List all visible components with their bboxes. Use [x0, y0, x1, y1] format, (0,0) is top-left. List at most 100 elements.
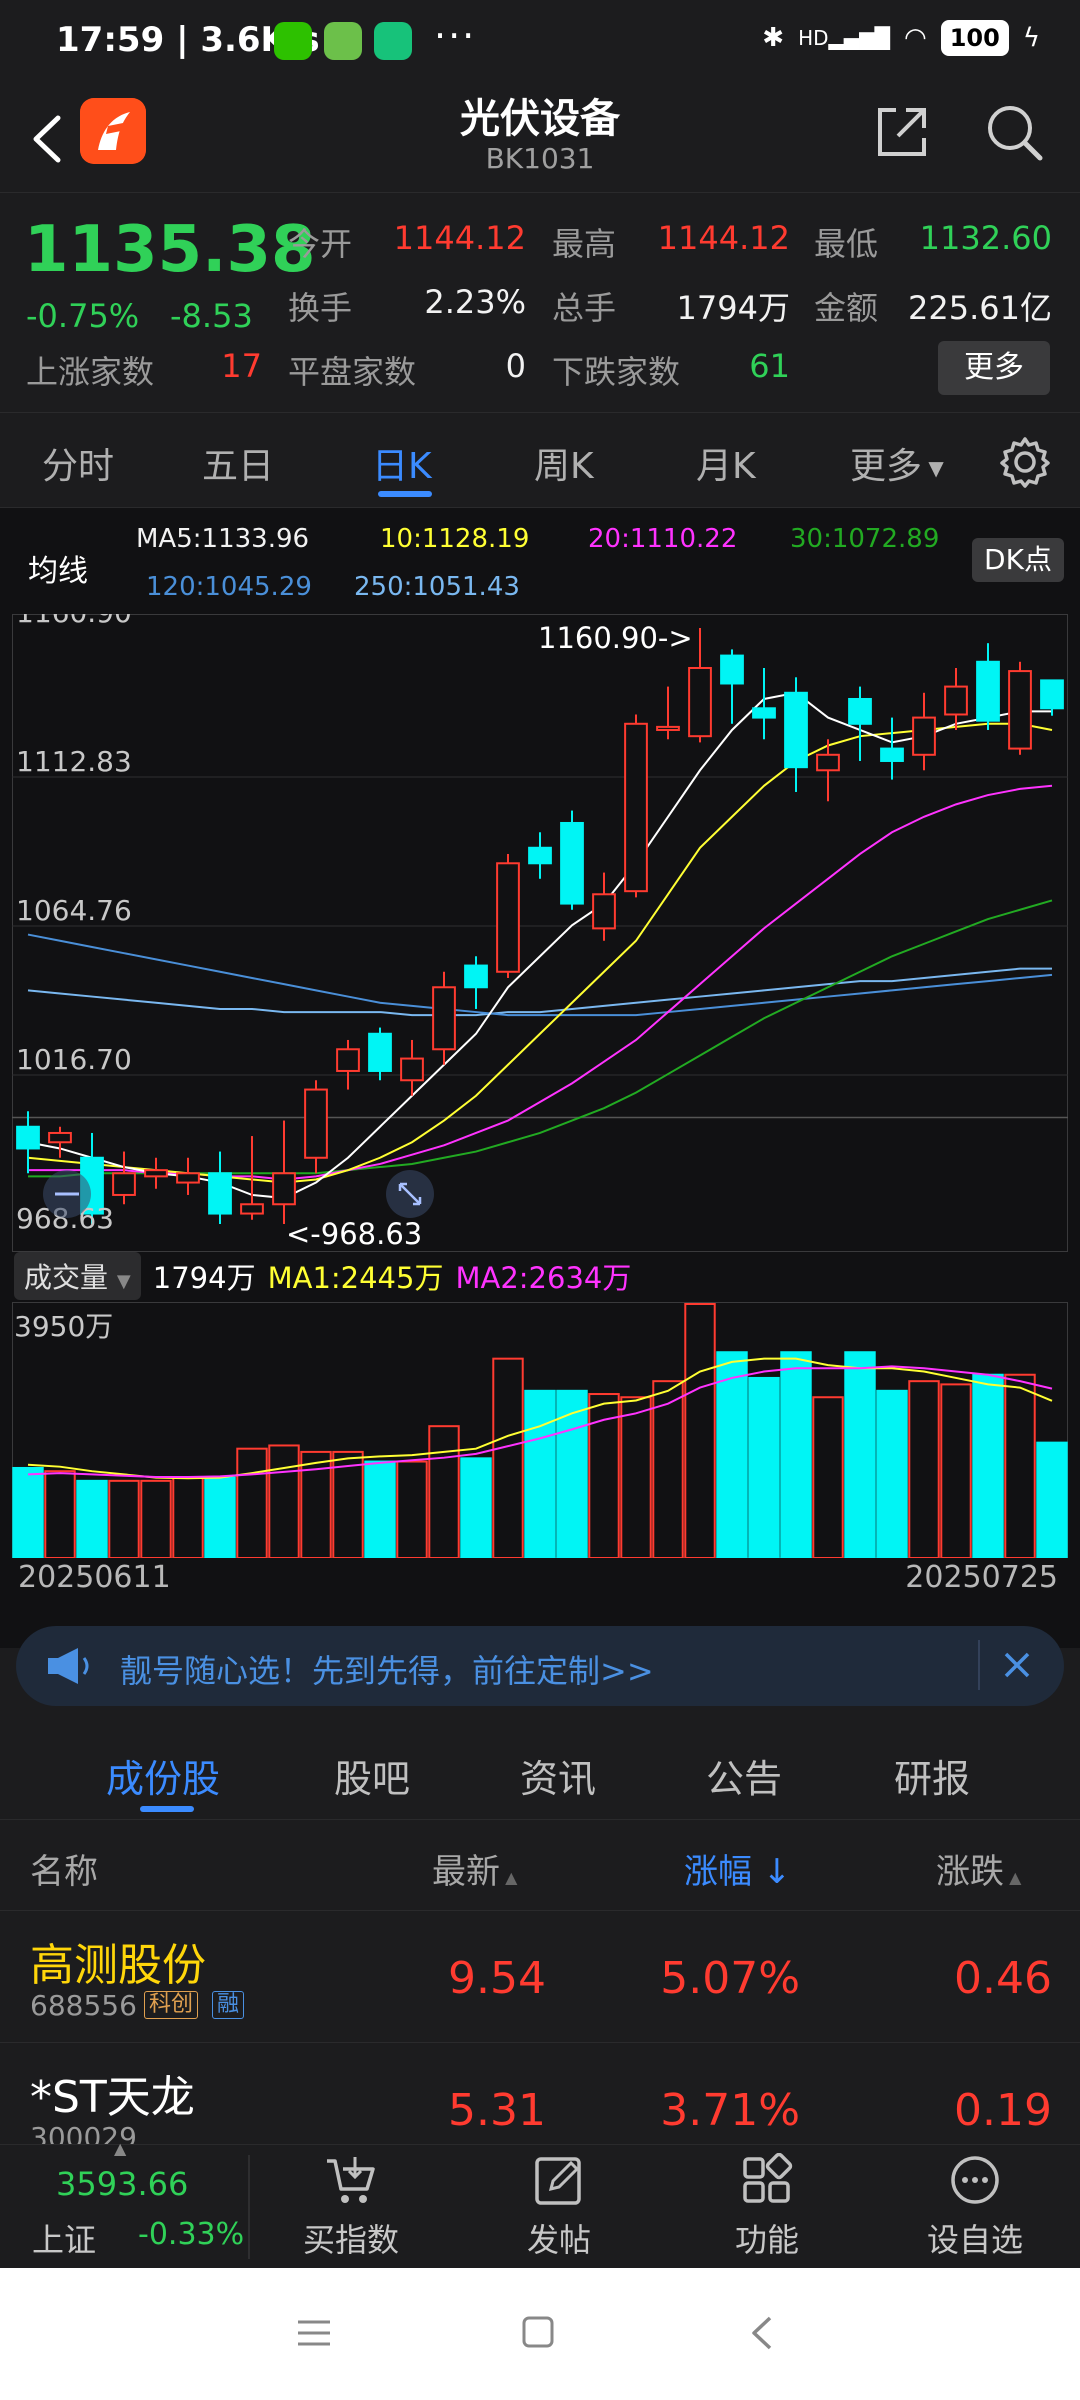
col-change[interactable]: 涨跌 ▲: [936, 1844, 1021, 1893]
app-notification-icon: [324, 22, 362, 60]
volume-bar: [524, 1389, 556, 1558]
candle-body: [368, 1032, 392, 1072]
indicator-select[interactable]: 成交量 ▼: [14, 1252, 141, 1300]
volume-bar: [716, 1351, 748, 1558]
volume-bar: [620, 1396, 652, 1558]
status-bar: 17:59 | 3.6K/s ··· ✱ HD▂▄▆█ ◠ 100 ϟ: [0, 0, 1080, 86]
change-percent: 5.07%: [660, 1953, 800, 2004]
volume-bar: [364, 1460, 396, 1558]
col-name: 名称: [30, 1852, 98, 1892]
tab-news[interactable]: 资讯: [520, 1757, 597, 1801]
dk-point-button[interactable]: DK点: [972, 538, 1064, 582]
home-icon[interactable]: [520, 2314, 556, 2350]
open-value: 1144.12: [393, 219, 526, 257]
edit-icon: [535, 2157, 581, 2205]
index-value: 3593.66: [56, 2165, 189, 2203]
tab-constituents[interactable]: 成份股: [106, 1757, 221, 1801]
chevron-down-icon: ▼: [116, 1271, 131, 1292]
tab-five-day[interactable]: 五日: [202, 446, 275, 487]
system-nav-bar: [0, 2268, 1080, 2400]
volume-chart[interactable]: 3950万: [12, 1302, 1068, 1558]
ma250-line: [27, 967, 1052, 1017]
more-button[interactable]: 更多: [938, 341, 1050, 395]
turnover-label: 换手: [288, 289, 353, 327]
sort-indicator-icon: ▲: [500, 1868, 518, 1887]
app-logo-icon: [80, 98, 146, 164]
back-icon[interactable]: [748, 2314, 776, 2352]
close-icon[interactable]: [992, 1640, 1042, 1690]
high-value: 1144.12: [657, 219, 790, 257]
volume-bar: [108, 1479, 140, 1558]
promo-banner[interactable]: 靓号随心选！先到先得，前往定制>>: [16, 1626, 1064, 1706]
tab-announcements[interactable]: 公告: [706, 1757, 783, 1801]
tab-more[interactable]: 更多 ▼: [850, 437, 944, 489]
col-latest[interactable]: 最新 ▲: [432, 1844, 517, 1893]
banner-text: 靓号随心选！先到先得，前往定制>>: [120, 1652, 654, 1690]
latest-price: 9.54: [448, 1953, 546, 2004]
candles: [16, 628, 1064, 1224]
share-icon[interactable]: [870, 100, 934, 164]
low-label: 最低: [814, 225, 879, 263]
stock-name: 高测股份: [30, 1940, 206, 1991]
volume-bar: [844, 1351, 876, 1558]
candle-body: [752, 707, 776, 719]
more-notifications-icon: ···: [434, 14, 477, 58]
battery-icon: 100: [940, 20, 1009, 56]
zoom-controls: [43, 1170, 434, 1218]
volume-bar: [44, 1470, 76, 1558]
date-start: 20250611: [18, 1560, 171, 1595]
candle-body: [336, 1048, 360, 1072]
active-tab-indicator: [140, 1806, 194, 1812]
nav-buy-index[interactable]: 买指数: [276, 2153, 426, 2263]
page-title: 光伏设备: [460, 96, 620, 142]
tab-monthly-k[interactable]: 月K: [696, 446, 756, 487]
y-tick-label: 1112.83: [16, 745, 132, 778]
candle-body: [624, 722, 648, 893]
candle-body: [848, 697, 872, 725]
megaphone-icon: [48, 1648, 89, 1684]
volume-bar: [748, 1376, 780, 1558]
tab-weekly-k[interactable]: 周K: [534, 446, 594, 487]
ma120-line: [27, 933, 1053, 1017]
amount-label: 金额: [814, 289, 879, 327]
open-label: 今开: [288, 225, 353, 263]
nav-functions[interactable]: 功能: [692, 2153, 842, 2263]
volume-bar: [236, 1447, 268, 1558]
sort-desc-arrow-icon: ↓: [752, 1852, 792, 1892]
menu-icon[interactable]: [296, 2316, 332, 2350]
title-bar: 光伏设备 BK1031: [0, 86, 1080, 192]
candle-body: [48, 1131, 72, 1144]
index-ticker[interactable]: ▲ 3593.66 上证 -0.33%: [0, 2139, 246, 2269]
volume-bar: [812, 1396, 844, 1558]
collapse-arrow-icon: ▲: [114, 2139, 127, 2158]
col-change-pct[interactable]: 涨幅 ↓: [684, 1844, 791, 1893]
col-change-label: 涨跌: [936, 1852, 1004, 1892]
volume-bar: [876, 1389, 908, 1558]
back-arrow-icon[interactable]: [22, 104, 72, 174]
table-row[interactable]: 高测股份 688556 科创 融 9.54 5.07% 0.46: [0, 1910, 1080, 2042]
tab-intraday[interactable]: 分时: [42, 446, 115, 487]
nav-label: 发帖: [526, 2221, 591, 2259]
nav-add-watchlist[interactable]: 设自选: [900, 2153, 1050, 2263]
charging-icon: ϟ: [1022, 23, 1040, 53]
nav-post[interactable]: 发帖: [484, 2153, 634, 2263]
ma120-value: 120:1045.29: [146, 572, 312, 602]
candle-body: [816, 753, 840, 772]
ma30-value: 30:1072.89: [790, 524, 940, 554]
tab-daily-k[interactable]: 日K: [372, 446, 432, 487]
change-amount: 0.19: [954, 2085, 1052, 2136]
ma5-line: [27, 691, 1052, 1200]
gear-icon[interactable]: [998, 435, 1052, 489]
tab-research[interactable]: 研报: [894, 1757, 971, 1801]
candle-body: [688, 666, 712, 738]
candle-body: [1040, 679, 1064, 710]
volume-bar: [556, 1389, 588, 1558]
flat-count-value: 0: [505, 347, 526, 385]
banner-divider: [978, 1640, 980, 1690]
search-icon[interactable]: [982, 100, 1046, 164]
volume-ma1-line: [27, 1357, 1053, 1480]
tab-forum[interactable]: 股吧: [334, 1757, 411, 1801]
volume-bar: [140, 1479, 172, 1558]
candle-body: [560, 821, 584, 905]
